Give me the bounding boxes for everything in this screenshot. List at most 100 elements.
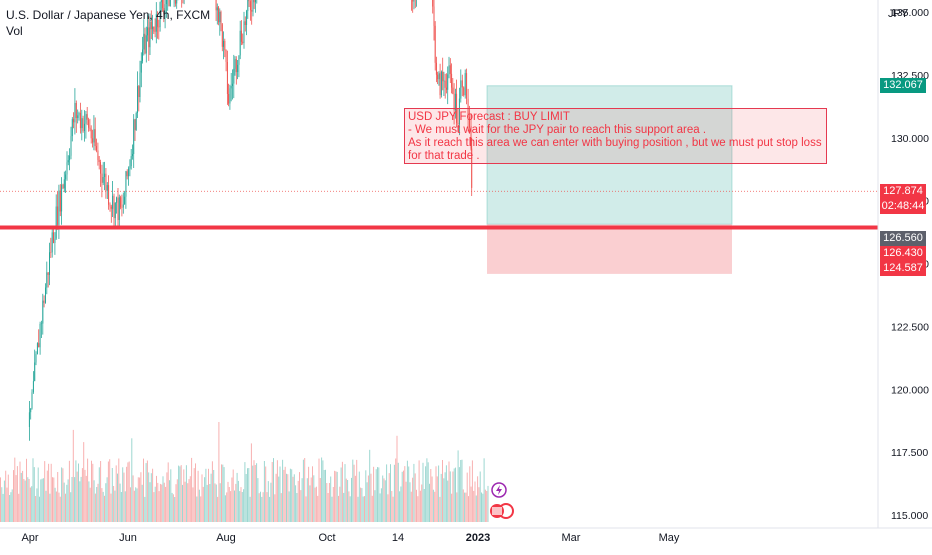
volume-bar bbox=[13, 470, 14, 522]
volume-bar bbox=[152, 468, 154, 522]
candle-body bbox=[133, 119, 135, 154]
volume-bar bbox=[273, 458, 274, 522]
candle-body bbox=[69, 155, 71, 161]
volume-bar bbox=[344, 464, 346, 522]
candle-body bbox=[252, 0, 254, 12]
volume-indicator-label[interactable]: Vol bbox=[6, 24, 23, 38]
candle-body bbox=[112, 195, 114, 209]
candle-body bbox=[35, 354, 37, 363]
volume-bar bbox=[137, 477, 139, 522]
volume-bar bbox=[50, 463, 52, 522]
candle-body bbox=[246, 11, 248, 25]
volume-bar bbox=[352, 459, 354, 522]
volume-bar bbox=[55, 491, 57, 522]
volume-bar bbox=[27, 477, 29, 522]
candle-body bbox=[237, 64, 239, 72]
candle-body bbox=[102, 177, 104, 183]
volume-bar bbox=[387, 494, 389, 522]
volume-bar bbox=[393, 464, 395, 522]
candle-body bbox=[59, 190, 61, 212]
volume-bar bbox=[65, 493, 66, 522]
volume-bar bbox=[263, 461, 265, 522]
candle-body bbox=[255, 0, 256, 3]
volume-bar bbox=[321, 457, 323, 522]
candle-body bbox=[92, 138, 94, 143]
volume-bar bbox=[453, 468, 455, 522]
volume-bar bbox=[338, 495, 339, 522]
volume-bar bbox=[98, 467, 100, 522]
volume-bar bbox=[68, 460, 70, 522]
candle-body bbox=[469, 117, 470, 128]
volume-bar bbox=[379, 493, 381, 522]
candle-body bbox=[460, 80, 462, 99]
volume-bar bbox=[32, 458, 34, 522]
x-tick-label-4: 14 bbox=[392, 532, 404, 544]
volume-bar bbox=[288, 491, 290, 522]
volume-bar bbox=[295, 485, 297, 522]
symbol-title[interactable]: U.S. Dollar / Japanese Yen, 4h, FXCM bbox=[6, 8, 211, 22]
candle-body bbox=[63, 179, 65, 189]
volume-bar bbox=[179, 466, 181, 522]
candle-body bbox=[164, 4, 166, 14]
candle-body bbox=[229, 88, 231, 104]
volume-bar bbox=[16, 466, 18, 522]
candle-body bbox=[413, 0, 415, 2]
candle-body bbox=[113, 195, 115, 219]
volume-bar bbox=[279, 466, 281, 522]
candle-body bbox=[251, 10, 253, 12]
volume-bar bbox=[204, 477, 206, 522]
volume-bar bbox=[308, 466, 310, 522]
volume-bar bbox=[24, 480, 26, 522]
volume-bar bbox=[439, 496, 441, 522]
volume-bar bbox=[412, 477, 414, 522]
volume-bar bbox=[235, 483, 237, 522]
volume-bar bbox=[282, 459, 284, 522]
volume-bar bbox=[136, 488, 138, 522]
candle-body bbox=[46, 272, 48, 288]
candle-body bbox=[435, 62, 437, 75]
volume-bar bbox=[0, 477, 1, 522]
volume-bar bbox=[140, 472, 142, 522]
candle-body bbox=[160, 0, 162, 3]
candle-body bbox=[226, 62, 228, 94]
volume-bar bbox=[430, 469, 432, 522]
candle-body bbox=[449, 65, 451, 74]
candle-body bbox=[165, 0, 167, 5]
candle-body bbox=[238, 55, 240, 65]
volume-bar bbox=[166, 472, 168, 522]
candle-body bbox=[433, 6, 435, 26]
volume-bar bbox=[244, 462, 246, 522]
volume-bar bbox=[267, 481, 269, 522]
candle-body bbox=[464, 73, 466, 96]
y-tick-label-14: 117.500 bbox=[891, 447, 928, 459]
volume-bar bbox=[219, 483, 221, 522]
forecast-note[interactable]: USD JPY Forecast : BUY LIMIT - We must w… bbox=[404, 108, 827, 164]
candle-body bbox=[49, 252, 50, 275]
candle-body bbox=[149, 21, 151, 48]
candle-body bbox=[157, 14, 159, 27]
volume-bar bbox=[128, 461, 130, 522]
volume-bar bbox=[165, 486, 167, 522]
x-tick-label-7: May bbox=[659, 532, 680, 544]
candle-body bbox=[174, 0, 176, 4]
volume-bar bbox=[91, 460, 92, 522]
candle-body bbox=[412, 0, 414, 2]
volume-bar bbox=[53, 477, 55, 522]
candle-body bbox=[34, 362, 36, 382]
volume-bar bbox=[299, 472, 300, 522]
candle-body bbox=[109, 204, 111, 207]
y-tick-label-12: 122.500 bbox=[891, 321, 929, 333]
volume-bar bbox=[104, 495, 105, 522]
x-tick-label-5: 2023 bbox=[466, 532, 490, 544]
volume-bar bbox=[470, 486, 472, 522]
volume-bar bbox=[275, 473, 277, 522]
volume-bar bbox=[479, 471, 481, 522]
volume-bar bbox=[421, 484, 423, 522]
volume-bar bbox=[184, 481, 186, 522]
volume-bar bbox=[14, 457, 16, 522]
candle-body bbox=[42, 300, 44, 324]
volume-bar bbox=[214, 483, 216, 522]
currency-label: JPY bbox=[888, 8, 909, 20]
